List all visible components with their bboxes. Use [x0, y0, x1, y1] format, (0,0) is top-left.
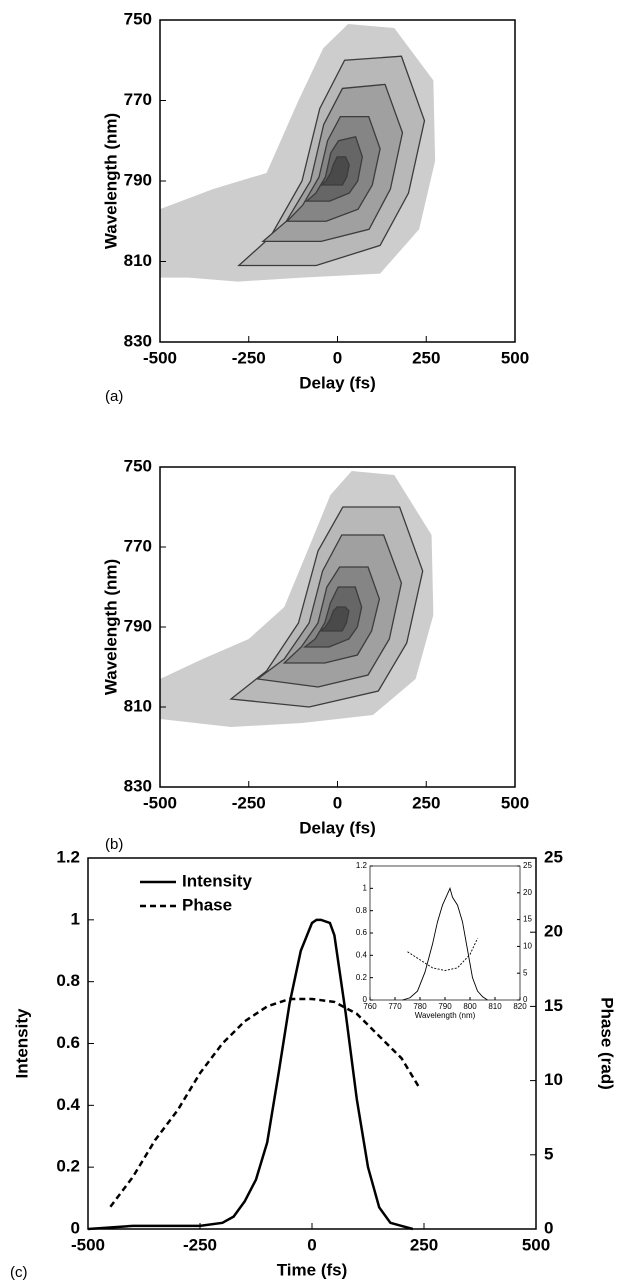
y-tick-label: 790 [124, 170, 152, 189]
y2-tick-label: 0 [523, 995, 528, 1004]
chart-panel: -500 -250 0 250 50000.20.40.60.811.205101520… [10, 847, 617, 1280]
x-tick-label: -500 [143, 793, 177, 812]
x-tick-label: -250 [232, 793, 266, 812]
y2-tick-label: 15 [544, 996, 563, 1015]
x-tick-label: 760 [363, 1002, 377, 1011]
y2-tick-label: 25 [544, 847, 563, 866]
y2-tick-label: 10 [544, 1070, 563, 1089]
y-tick-label: 830 [124, 776, 152, 795]
y-tick-label: 1.2 [56, 847, 80, 866]
y-tick-label: 0.6 [356, 928, 368, 937]
y2-tick-label: 10 [523, 942, 532, 951]
y-axis-label: Wavelength (nm) [101, 113, 120, 249]
y2-tick-label: 5 [523, 968, 528, 977]
x-tick-label: 250 [410, 1235, 438, 1254]
y-tick-label: 1 [363, 883, 368, 892]
x-tick-label: 800 [463, 1002, 477, 1011]
y2-tick-label: 15 [523, 915, 532, 924]
y-tick-label: 0.6 [56, 1033, 80, 1052]
x-tick-label: 820 [513, 1002, 527, 1011]
legend-label: Intensity [182, 871, 252, 890]
x-axis-label: Wavelength (nm) [415, 1011, 476, 1020]
x-tick-label: 780 [413, 1002, 427, 1011]
contour [319, 156, 350, 186]
y-tick-label: 0.2 [356, 973, 368, 982]
y2-tick-label: 20 [544, 922, 563, 941]
y-tick-label: 1.2 [356, 861, 368, 870]
y-axis-label: Wavelength (nm) [101, 559, 120, 695]
y2-tick-label: 5 [544, 1144, 553, 1163]
y-tick-label: 830 [124, 331, 152, 350]
x-tick-label: 0 [333, 348, 342, 367]
y-tick-label: 770 [124, 536, 152, 555]
y-tick-label: 750 [124, 9, 152, 28]
y-tick-label: 0 [363, 995, 368, 1004]
x-tick-label: 250 [412, 348, 440, 367]
x-tick-label: -500 [71, 1235, 105, 1254]
legend-label: Phase [182, 895, 232, 914]
y2-tick-label: 25 [523, 861, 532, 870]
x-axis-label: Delay (fs) [299, 373, 376, 392]
x-axis-label: Delay (fs) [299, 818, 376, 837]
inset-background [370, 866, 520, 1000]
x-axis-label: Time (fs) [277, 1260, 348, 1279]
y-tick-label: 0.8 [56, 971, 80, 990]
series-line [402, 887, 488, 1001]
y-tick-label: 770 [124, 90, 152, 109]
y-tick-label: 0.8 [356, 906, 368, 915]
y-tick-label: 0.4 [56, 1095, 80, 1114]
y-tick-label: 0 [71, 1218, 80, 1237]
x-tick-label: -250 [183, 1235, 217, 1254]
x-tick-label: -250 [232, 348, 266, 367]
y-tick-label: 810 [124, 251, 152, 270]
inset-chart: 760 770 780 790 800 810 82000.20.40.60.811.205… [356, 861, 533, 1020]
x-tick-label: 0 [307, 1235, 316, 1254]
y-tick-label: 750 [124, 456, 152, 475]
x-tick-label: 500 [501, 348, 529, 367]
series-line [407, 938, 478, 971]
panel-label: (a) [105, 388, 123, 405]
x-tick-label: 790 [438, 1002, 452, 1011]
y-tick-label: 790 [124, 616, 152, 635]
y-tick-label: 0.4 [356, 950, 368, 959]
x-tick-label: -500 [143, 348, 177, 367]
x-tick-label: 0 [333, 793, 342, 812]
x-tick-label: 770 [388, 1002, 402, 1011]
contour [318, 606, 350, 632]
y2-tick-label: 20 [523, 888, 532, 897]
x-tick-label: 250 [412, 793, 440, 812]
y-tick-label: 810 [124, 696, 152, 715]
x-tick-label: 500 [501, 793, 529, 812]
y-tick-label: 0.2 [56, 1157, 80, 1176]
series-line [87, 918, 414, 1231]
chart-panel: -500 -250 0 250 500 750 770 790 810 830 Delay (fs)… [101, 456, 529, 852]
panel-label: (c) [10, 1264, 28, 1281]
x-tick-label: 810 [488, 1002, 502, 1011]
y-tick-label: 1 [71, 909, 80, 928]
y2-axis-label: Phase (rad) [598, 997, 617, 1090]
panel-label: (b) [105, 836, 123, 853]
series-line [109, 997, 421, 1208]
x-tick-label: 500 [522, 1235, 550, 1254]
y-axis-label: Intensity [12, 1008, 31, 1078]
y2-tick-label: 0 [544, 1218, 553, 1237]
chart-panel: -500 -250 0 250 500 750 770 790 810 830 Delay (fs)… [101, 9, 529, 404]
